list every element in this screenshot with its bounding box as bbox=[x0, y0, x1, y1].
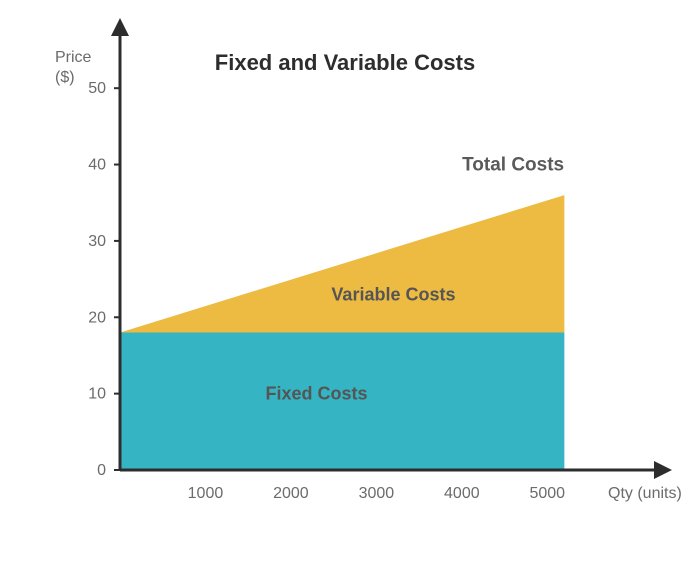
x-axis-label: Qty (units) bbox=[608, 485, 682, 502]
x-tick-label: 2000 bbox=[273, 485, 309, 502]
y-tick-label: 0 bbox=[97, 462, 106, 479]
x-tick-label: 4000 bbox=[444, 485, 480, 502]
y-axis-label-line1: Price bbox=[55, 49, 92, 66]
y-tick-label: 30 bbox=[88, 233, 106, 250]
chart-container: Fixed and Variable Costs Price ($) 0 10 20… bbox=[0, 0, 700, 570]
cost-chart-svg: Fixed and Variable Costs Price ($) 0 10 20… bbox=[0, 0, 700, 570]
x-tick-label: 5000 bbox=[529, 485, 565, 502]
fixed-costs-label: Fixed Costs bbox=[266, 384, 368, 404]
total-costs-label: Total Costs bbox=[462, 155, 564, 176]
y-tick-label: 20 bbox=[88, 309, 106, 326]
x-tick-label: 3000 bbox=[359, 485, 395, 502]
x-axis-ticks: 1000 2000 3000 4000 5000 bbox=[188, 485, 566, 502]
x-tick-label: 1000 bbox=[188, 485, 224, 502]
y-tick-label: 50 bbox=[88, 80, 106, 97]
chart-title: Fixed and Variable Costs bbox=[215, 50, 475, 75]
y-tick-label: 10 bbox=[88, 386, 106, 403]
y-axis-arrow-icon bbox=[111, 18, 129, 36]
x-axis-arrow-icon bbox=[654, 461, 672, 479]
variable-costs-area bbox=[120, 195, 564, 332]
y-axis-label-line2: ($) bbox=[55, 69, 75, 86]
y-axis-ticks: 0 10 20 30 40 50 bbox=[88, 80, 120, 479]
y-tick-label: 40 bbox=[88, 157, 106, 174]
variable-costs-label: Variable Costs bbox=[331, 284, 455, 304]
